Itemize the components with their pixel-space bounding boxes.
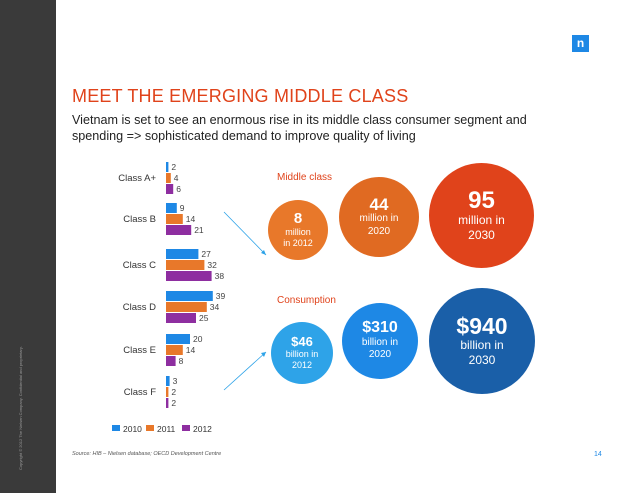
value-label-class-c-2010: 27 xyxy=(201,249,211,259)
consumption-2020-value: $310 xyxy=(362,319,398,337)
middle-class-label: Middle class xyxy=(277,172,333,183)
value-label-class-f-2011: 2 xyxy=(171,387,176,397)
middle-class-2020-unit-1: million in xyxy=(359,213,399,225)
value-label-class-f-2010: 3 xyxy=(173,376,178,386)
category-label-class-e: Class E xyxy=(123,345,156,356)
consumption-2012-value: $46 xyxy=(291,333,313,349)
bar-class-d-2011 xyxy=(166,302,207,312)
bar-class-e-2011 xyxy=(166,345,183,355)
value-label-class-a-2011: 4 xyxy=(174,173,179,183)
legend-swatch-2010 xyxy=(112,425,120,431)
legend-label-2012: 2012 xyxy=(193,424,212,434)
nielsen-logo: n xyxy=(572,35,589,52)
consumption-2012-circle: $46 billion in 2012 xyxy=(271,322,333,384)
arrow-head-lower xyxy=(261,352,266,357)
arrow-line-lower xyxy=(223,351,267,391)
middle-class-2020-circle: 44 million in 2020 xyxy=(339,177,419,257)
slide-subtitle: Vietnam is set to see an enormous rise i… xyxy=(72,113,527,143)
legend-swatch-2012 xyxy=(182,425,190,431)
middle-class-2030-circle: 95 million in 2030 xyxy=(429,163,534,268)
value-label-class-a-2012: 6 xyxy=(176,184,181,194)
left-sidebar: Copyright © 2012 The Nielsen Company. Co… xyxy=(0,0,56,493)
value-label-class-d-2010: 39 xyxy=(216,291,226,301)
source-note: Source: HIB – Nielsen database; OECD Dev… xyxy=(72,451,222,457)
bar-class-b-2012 xyxy=(166,225,192,235)
value-label-class-a-2010: 2 xyxy=(171,162,176,172)
value-label-class-e-2010: 20 xyxy=(193,334,203,344)
legend-label-2011: 2011 xyxy=(157,424,176,434)
page-number: 14 xyxy=(594,451,602,458)
consumption-2030-unit-2: 2030 xyxy=(468,353,496,368)
bar-class-d-2012 xyxy=(166,313,196,323)
consumption-2020-circle: $310 billion in 2020 xyxy=(342,303,418,379)
category-label-class-c: Class C xyxy=(123,260,156,271)
arrow-line-upper xyxy=(223,211,267,256)
consumption-2020-unit-1: billion in xyxy=(361,336,399,348)
bar-class-b-2010 xyxy=(166,203,177,213)
bar-class-c-2011 xyxy=(166,260,205,270)
bar-class-a-2011 xyxy=(166,173,171,183)
consumption-2012-unit-2: 2012 xyxy=(291,359,313,370)
middle-class-2012-circle: 8 million in 2012 xyxy=(268,200,328,260)
slide-title: MEET THE EMERGING MIDDLE CLASS xyxy=(72,86,409,106)
consumption-2020-unit-2: 2020 xyxy=(368,349,392,361)
middle-class-2030-unit-2: 2030 xyxy=(468,228,495,243)
bar-class-a-2012 xyxy=(166,184,174,194)
value-label-class-c-2012: 38 xyxy=(215,271,225,281)
value-label-class-b-2010: 9 xyxy=(180,203,185,213)
bar-class-c-2010 xyxy=(166,249,199,259)
value-label-class-c-2011: 32 xyxy=(207,260,217,270)
bar-class-e-2010 xyxy=(166,334,190,344)
middle-class-2012-unit-1: million xyxy=(285,226,311,237)
middle-class-2012-value: 8 xyxy=(293,209,303,227)
value-label-class-b-2012: 21 xyxy=(194,225,204,235)
bar-class-d-2010 xyxy=(166,291,213,301)
category-label-class-a: Class A+ xyxy=(118,173,156,184)
middle-class-2012-unit-2: in 2012 xyxy=(283,237,313,248)
value-label-class-f-2012: 2 xyxy=(171,398,176,408)
bar-class-f-2010 xyxy=(166,376,170,386)
middle-class-2020-unit-2: 2020 xyxy=(367,225,391,237)
bar-class-e-2012 xyxy=(166,356,176,366)
category-label-class-d: Class D xyxy=(123,302,156,313)
bar-class-a-2010 xyxy=(166,162,169,172)
value-label-class-e-2011: 14 xyxy=(186,345,196,355)
consumption-label: Consumption xyxy=(277,295,336,306)
value-label-class-b-2011: 14 xyxy=(186,214,196,224)
bar-class-f-2011 xyxy=(166,387,169,397)
consumption-2030-unit-1: billion in xyxy=(460,338,504,353)
middle-class-2030-value: 95 xyxy=(468,186,495,214)
category-label-class-f: Class F xyxy=(124,387,156,398)
legend-swatch-2011 xyxy=(146,425,154,431)
consumption-2030-circle: $940 billion in 2030 xyxy=(429,288,535,394)
value-label-class-d-2011: 34 xyxy=(210,302,220,312)
bar-class-f-2012 xyxy=(166,398,169,408)
bar-class-c-2012 xyxy=(166,271,212,281)
arrow-head-upper xyxy=(261,250,266,255)
value-label-class-e-2012: 8 xyxy=(179,356,184,366)
middle-class-2030-unit-1: million in xyxy=(458,213,505,228)
value-label-class-d-2012: 25 xyxy=(199,313,209,323)
legend-label-2010: 2010 xyxy=(123,424,142,434)
middle-class-2020-value: 44 xyxy=(369,194,389,214)
consumption-2012-unit-1: billion in xyxy=(285,348,319,359)
bar-class-b-2011 xyxy=(166,214,183,224)
category-label-class-b: Class B xyxy=(123,214,156,225)
consumption-2030-value: $940 xyxy=(456,312,508,339)
